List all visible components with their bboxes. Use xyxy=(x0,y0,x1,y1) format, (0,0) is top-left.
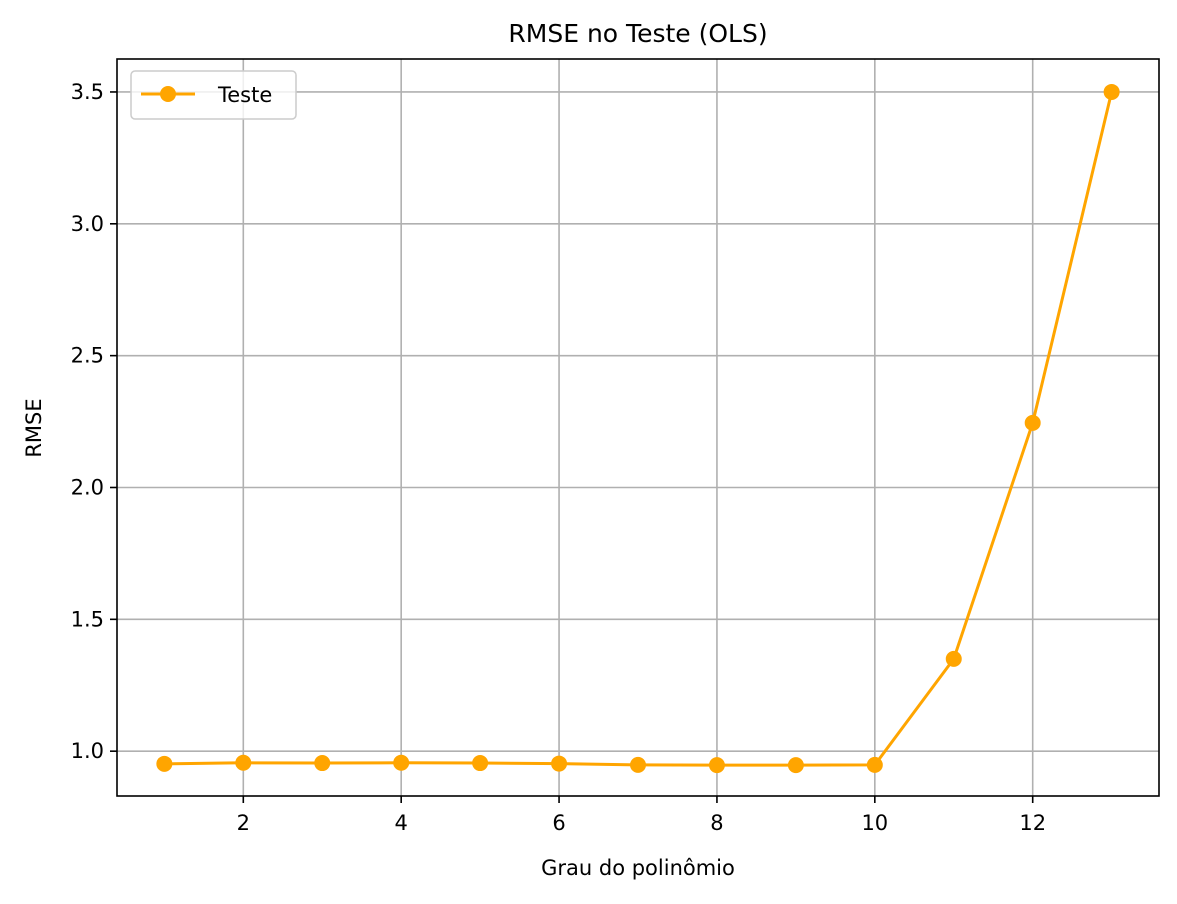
y-tick-label: 3.5 xyxy=(71,80,104,104)
plot-frame xyxy=(116,58,1160,797)
data-point xyxy=(1103,83,1120,100)
y-tick-label: 1.5 xyxy=(71,607,104,631)
x-tick-label: 12 xyxy=(1019,811,1046,835)
legend-box xyxy=(130,70,297,120)
legend: Teste xyxy=(130,70,297,120)
y-tick-label: 1.0 xyxy=(71,739,104,763)
data-point xyxy=(945,650,962,667)
data-point xyxy=(1024,414,1041,431)
x-axis-label: Grau do polinômio xyxy=(541,856,735,880)
y-tick-label: 3.0 xyxy=(71,212,104,236)
grid xyxy=(117,59,1159,796)
chart-title: RMSE no Teste (OLS) xyxy=(508,19,767,48)
legend-label: Teste xyxy=(217,83,272,107)
legend-marker-sample xyxy=(160,86,176,102)
x-tick-label: 6 xyxy=(552,811,565,835)
y-axis: 1.0 1.5 2.0 2.5 3.0 3.5 xyxy=(71,80,117,763)
data-point xyxy=(314,755,331,772)
x-tick-label: 8 xyxy=(710,811,723,835)
data-point xyxy=(472,755,489,772)
y-axis-label: RMSE xyxy=(22,398,46,457)
x-tick-label: 2 xyxy=(237,811,250,835)
data-point xyxy=(630,756,646,773)
data-point xyxy=(787,757,804,774)
y-tick-label: 2.0 xyxy=(71,475,104,499)
x-tick-label: 4 xyxy=(394,811,407,835)
series-layer xyxy=(156,83,1120,774)
data-point xyxy=(866,756,883,773)
data-point xyxy=(393,754,410,771)
data-point xyxy=(156,755,173,772)
x-tick-label: 10 xyxy=(861,811,888,835)
x-axis: 2 4 6 8 10 12 xyxy=(237,796,1046,835)
data-point xyxy=(708,757,725,774)
data-point xyxy=(235,754,252,771)
data-point xyxy=(551,755,568,772)
y-tick-label: 2.5 xyxy=(71,344,104,368)
